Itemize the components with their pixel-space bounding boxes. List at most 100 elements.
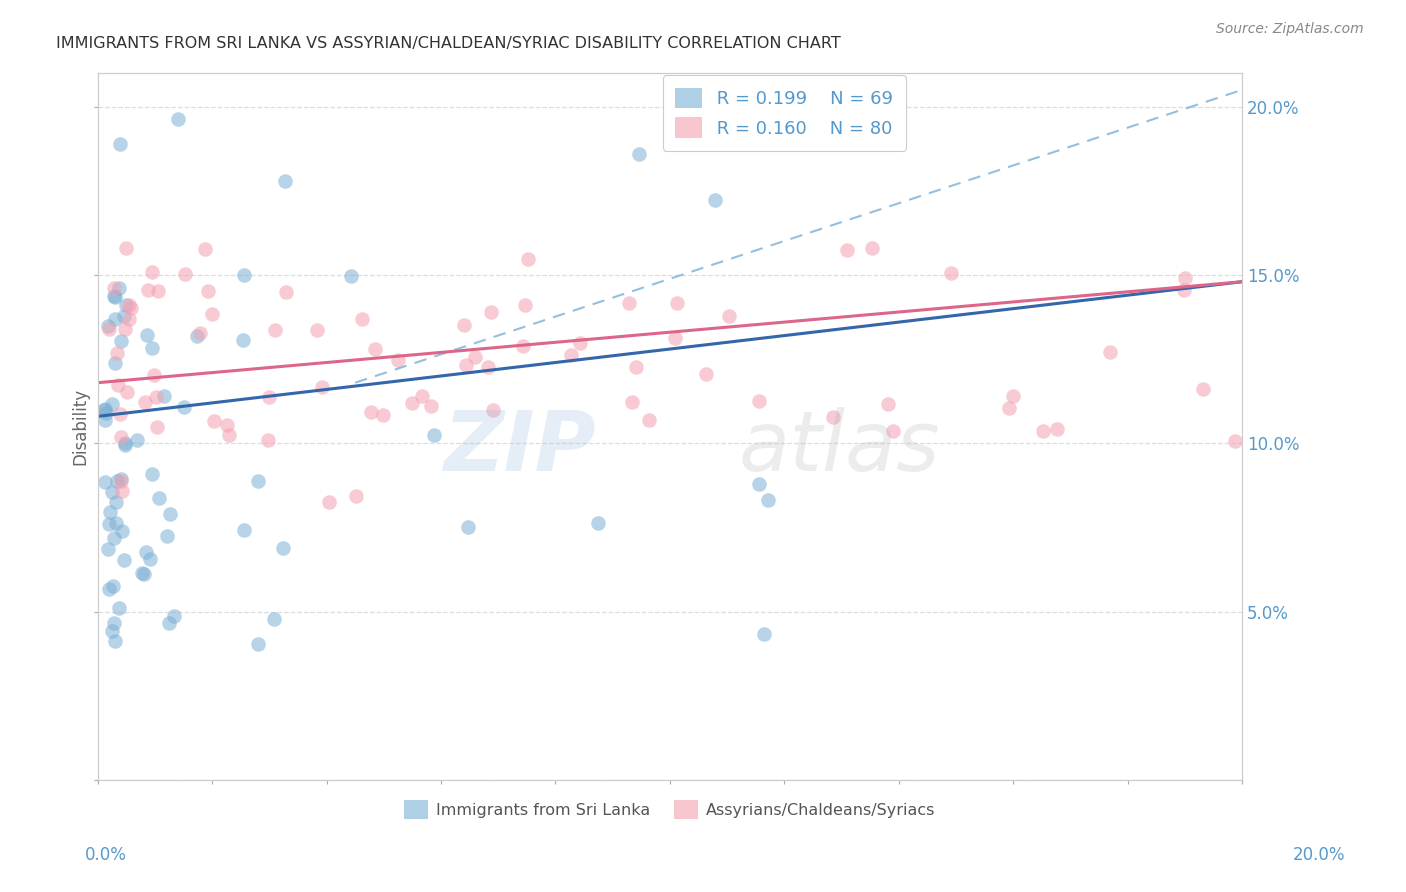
Legend: Immigrants from Sri Lanka, Assyrians/Chaldeans/Syriacs: Immigrants from Sri Lanka, Assyrians/Cha… — [398, 794, 942, 825]
Point — [159, 507, 181, 521]
Point — [110, 430, 132, 444]
Point — [98, 505, 121, 519]
Point — [586, 516, 609, 530]
Point — [173, 268, 195, 282]
Point — [118, 297, 141, 311]
Point — [274, 174, 297, 188]
Point — [664, 331, 686, 345]
Point — [111, 524, 134, 539]
Point — [98, 517, 121, 532]
Point — [401, 395, 423, 409]
Point — [145, 391, 167, 405]
Point — [94, 413, 117, 427]
Point — [141, 467, 163, 482]
Point — [232, 334, 254, 348]
Point — [464, 351, 486, 365]
Text: 20.0%: 20.0% — [1292, 846, 1346, 863]
Point — [156, 529, 179, 543]
Point — [619, 295, 641, 310]
Point — [201, 307, 224, 321]
Point — [202, 414, 225, 428]
Point — [115, 384, 138, 399]
Point — [108, 281, 131, 295]
Point — [215, 418, 238, 433]
Point — [105, 474, 128, 488]
Point — [232, 523, 254, 537]
Point — [97, 322, 120, 336]
Point — [998, 401, 1021, 415]
Point — [112, 553, 135, 567]
Point — [411, 389, 433, 403]
Point — [104, 312, 127, 326]
Point — [110, 472, 132, 486]
Point — [860, 241, 883, 255]
Point — [1225, 434, 1247, 448]
Point — [340, 269, 363, 284]
Text: IMMIGRANTS FROM SRI LANKA VS ASSYRIAN/CHALDEAN/SYRIAC DISABILITY CORRELATION CHA: IMMIGRANTS FROM SRI LANKA VS ASSYRIAN/CH… — [56, 36, 841, 51]
Point — [423, 428, 446, 442]
Point — [718, 309, 741, 323]
Point — [453, 318, 475, 332]
Point — [1099, 344, 1122, 359]
Point — [104, 356, 127, 370]
Point — [257, 433, 280, 447]
Y-axis label: Disability: Disability — [72, 388, 89, 465]
Point — [318, 495, 340, 509]
Point — [104, 290, 127, 304]
Point — [97, 319, 120, 334]
Point — [835, 243, 858, 257]
Point — [108, 137, 131, 152]
Point — [110, 334, 132, 348]
Point — [457, 520, 479, 534]
Point — [107, 601, 129, 615]
Point — [103, 579, 125, 593]
Point — [748, 394, 770, 409]
Point — [93, 402, 115, 417]
Point — [141, 265, 163, 279]
Point — [135, 545, 157, 559]
Point — [515, 298, 537, 312]
Point — [110, 475, 132, 489]
Point — [114, 241, 136, 255]
Point — [823, 410, 845, 425]
Point — [120, 301, 142, 315]
Point — [105, 346, 128, 360]
Point — [100, 624, 122, 639]
Point — [173, 401, 195, 415]
Point — [136, 283, 159, 297]
Point — [136, 328, 159, 343]
Point — [104, 516, 127, 530]
Point — [247, 474, 270, 488]
Point — [512, 339, 534, 353]
Point — [263, 612, 285, 626]
Point — [454, 358, 477, 372]
Point — [1032, 424, 1054, 438]
Point — [882, 424, 904, 438]
Point — [1046, 421, 1069, 435]
Point — [101, 397, 124, 411]
Point — [516, 252, 538, 266]
Point — [352, 311, 374, 326]
Point — [139, 552, 162, 566]
Point — [311, 380, 333, 394]
Point — [94, 475, 117, 489]
Point — [560, 348, 582, 362]
Point — [941, 266, 963, 280]
Point — [96, 406, 118, 420]
Point — [1173, 283, 1195, 297]
Point — [107, 378, 129, 392]
Point — [114, 322, 136, 336]
Point — [114, 438, 136, 452]
Point — [305, 323, 328, 337]
Point — [188, 326, 211, 340]
Point — [477, 360, 499, 375]
Point — [141, 341, 163, 355]
Point — [665, 295, 688, 310]
Point — [103, 633, 125, 648]
Point — [387, 352, 409, 367]
Point — [114, 298, 136, 312]
Point — [1174, 271, 1197, 285]
Point — [146, 419, 169, 434]
Point — [134, 566, 156, 581]
Point — [197, 285, 219, 299]
